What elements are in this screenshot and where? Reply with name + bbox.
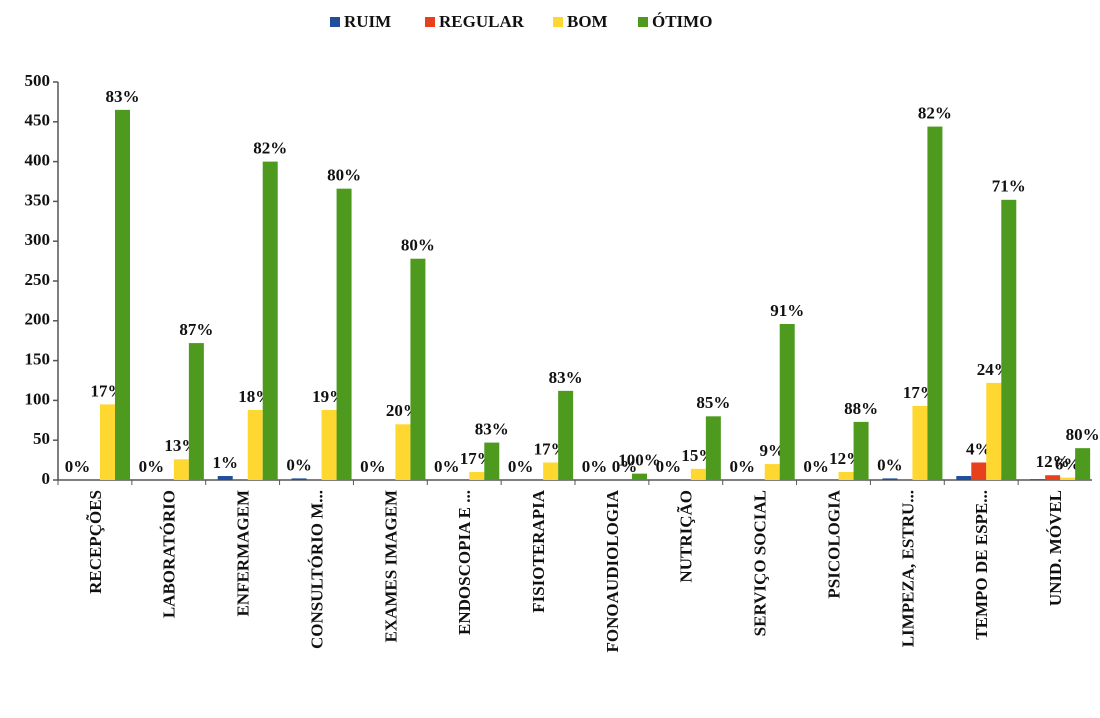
y-tick-label: 100 (25, 389, 51, 408)
x-tick-label: ENDOSCOPIA E ... (455, 490, 474, 635)
legend-label: REGULAR (439, 12, 525, 31)
data-label: 87% (179, 320, 213, 339)
data-label: 4% (966, 439, 992, 458)
bar (1030, 479, 1046, 480)
bar (336, 188, 352, 480)
bar (912, 405, 928, 480)
legend-swatch (553, 17, 563, 27)
bar (956, 476, 972, 480)
data-label: 82% (253, 139, 287, 158)
bar (558, 390, 574, 480)
bar (100, 404, 115, 480)
bar (395, 424, 411, 480)
data-label: 12% (1036, 452, 1070, 471)
y-tick-label: 500 (25, 71, 51, 90)
data-label: 0% (286, 455, 312, 474)
data-label: 6% (1055, 455, 1081, 474)
bar (1001, 199, 1017, 481)
legend-label: ÓTIMO (652, 12, 712, 31)
bar (410, 258, 426, 480)
bar (173, 459, 189, 480)
x-tick-label: EXAMES IMAGEM (381, 490, 400, 643)
data-label: 0% (612, 457, 638, 476)
y-tick-label: 400 (25, 151, 51, 170)
x-tick-label: LIMPEZA, ESTRU... (898, 490, 917, 647)
bar (690, 468, 706, 480)
y-tick-label: 150 (25, 350, 51, 369)
bar (971, 462, 987, 480)
x-tick-label: LABORATÓRIO (160, 490, 179, 618)
x-tick-label: FISIOTERAPIA (529, 489, 548, 613)
bar (882, 478, 898, 480)
bar (217, 476, 233, 480)
data-label: 100% (618, 451, 661, 470)
data-label: 0% (360, 457, 386, 476)
bar (779, 323, 795, 480)
data-label: 1% (212, 453, 238, 472)
data-label: 0% (582, 457, 608, 476)
legend-swatch (425, 17, 435, 27)
bar (838, 472, 854, 480)
y-tick-label: 450 (25, 111, 51, 130)
bar (632, 473, 647, 480)
bar (543, 462, 559, 480)
bar (927, 126, 943, 481)
x-tick-label: NUTRIÇÃO (677, 490, 696, 583)
bar (1060, 477, 1076, 480)
x-tick-label: RECEPÇÕES (85, 490, 105, 594)
legend-swatch (638, 17, 648, 27)
data-label: 83% (549, 368, 583, 387)
bar (188, 343, 204, 480)
data-label: 0% (877, 455, 903, 474)
x-tick-label: TEMPO DE ESPE... (972, 490, 991, 640)
data-label: 0% (729, 457, 755, 476)
legend-swatch (330, 17, 340, 27)
data-label: 9% (759, 441, 785, 460)
data-label: 80% (1066, 425, 1100, 444)
data-label: 82% (918, 103, 952, 122)
bar (1075, 448, 1091, 480)
legend-label: BOM (567, 12, 608, 31)
data-label: 83% (475, 419, 509, 438)
bar (1045, 475, 1061, 480)
data-label: 0% (656, 457, 682, 476)
data-label: 0% (65, 457, 91, 476)
x-tick-label: CONSULTÓRIO M... (307, 490, 326, 649)
data-label: 91% (770, 301, 804, 320)
y-tick-label: 350 (25, 190, 51, 209)
y-tick-label: 0 (42, 469, 51, 488)
bar (247, 409, 263, 480)
bar (321, 409, 337, 480)
data-label: 83% (106, 87, 140, 106)
data-label: 88% (844, 399, 878, 418)
y-tick-label: 300 (25, 230, 51, 249)
x-tick-label: SERVIÇO SOCIAL (751, 490, 770, 636)
y-tick-label: 200 (25, 310, 51, 329)
bar (262, 161, 278, 480)
data-label: 0% (803, 457, 829, 476)
data-label: 71% (992, 177, 1026, 196)
bar (853, 421, 869, 480)
bar (705, 416, 721, 480)
data-label: 85% (696, 393, 730, 412)
x-tick-label: UNID. MÓVEL (1046, 490, 1065, 606)
bar (469, 472, 485, 480)
data-label: 0% (508, 457, 534, 476)
data-label: 0% (139, 457, 165, 476)
y-tick-label: 50 (33, 429, 50, 448)
x-tick-label: FONOAUDIOLOGIA (603, 489, 622, 652)
data-label: 80% (401, 236, 435, 255)
legend-label: RUIM (344, 12, 391, 31)
y-tick-label: 250 (25, 270, 51, 289)
bar (115, 109, 130, 481)
bar (484, 442, 500, 480)
bar (764, 464, 780, 480)
bar (986, 382, 1002, 480)
x-tick-label: ENFERMAGEM (234, 490, 253, 617)
bar (291, 478, 307, 480)
data-label: 0% (434, 457, 460, 476)
data-label: 80% (327, 166, 361, 185)
x-tick-label: PSICOLOGIA (824, 489, 843, 598)
